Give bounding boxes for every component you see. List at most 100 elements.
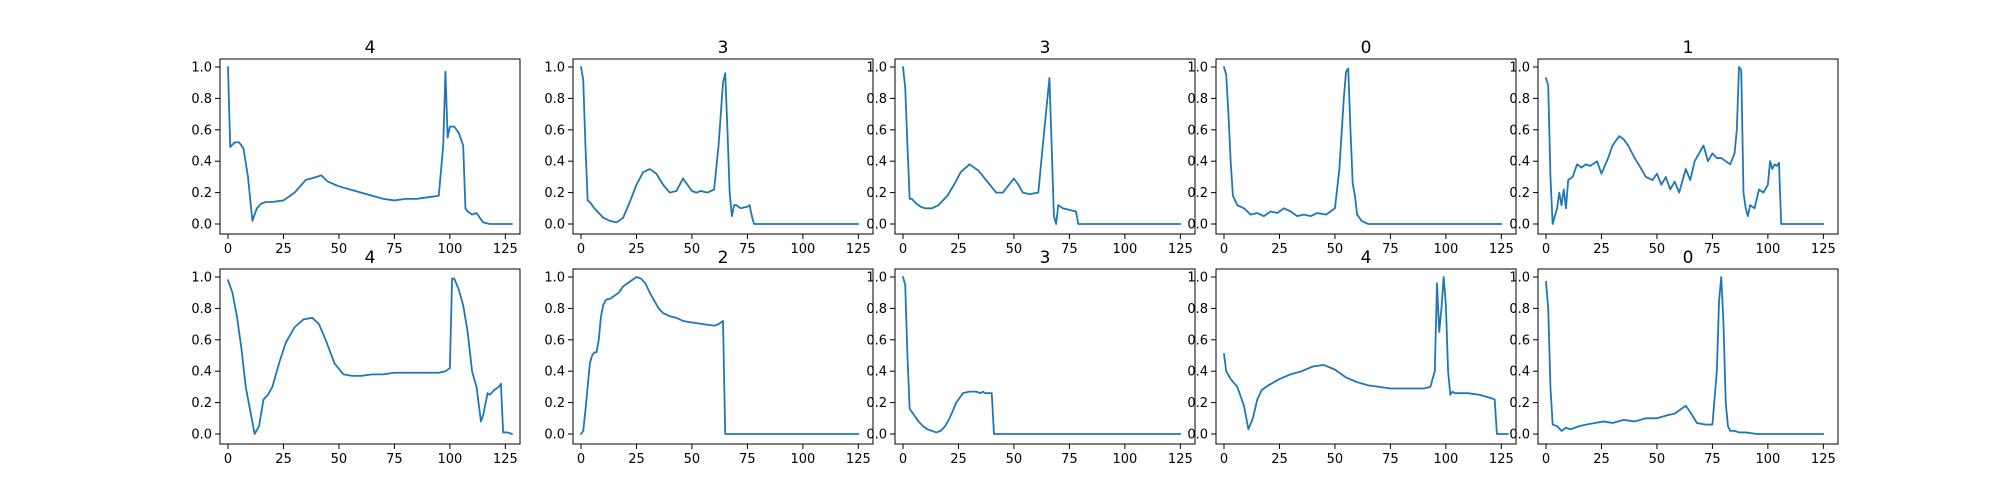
y-tick-label: 1.0 <box>544 271 565 286</box>
subplot-title: 1 <box>1683 38 1694 58</box>
x-tick-label: 25 <box>275 452 292 467</box>
subplot-9: 4 0.0 0.2 0.4 0.6 0.8 1.0 0 25 50 75 100 125 <box>1187 248 1517 467</box>
y-tick-label: 0.0 <box>544 428 565 443</box>
x-tick-label: 125 <box>1811 452 1836 467</box>
series-line <box>580 66 860 225</box>
y-tick-label: 1.0 <box>866 271 887 286</box>
x-tick-label: 0 <box>899 242 907 257</box>
series-line <box>902 66 1182 225</box>
subplot-3: 3 0.0 0.2 0.4 0.6 0.8 1.0 0 25 50 75 100 125 <box>866 38 1196 257</box>
y-tick-label: 0.6 <box>866 123 887 138</box>
y-tick-label: 0.4 <box>1187 365 1208 380</box>
x-tick-label: 75 <box>1382 242 1399 257</box>
x-tick-label: 0 <box>1220 242 1228 257</box>
x-tick-label: 25 <box>950 452 967 467</box>
y-tick-label: 1.0 <box>1187 61 1208 76</box>
x-tick-label: 75 <box>739 452 756 467</box>
axes-frame <box>1537 268 1839 445</box>
x-tick-label: 50 <box>1327 452 1344 467</box>
x-tick-label: 25 <box>1271 242 1288 257</box>
y-tick-label: 1.0 <box>1509 61 1530 76</box>
y-tick-label: 0.6 <box>1187 333 1208 348</box>
y-tick-label: 0.2 <box>544 186 565 201</box>
x-tick-label: 100 <box>1755 452 1780 467</box>
y-tick-label: 1.0 <box>191 61 212 76</box>
x-tick-label: 75 <box>1704 242 1721 257</box>
y-tick-label: 0.6 <box>1509 333 1530 348</box>
x-tick-label: 25 <box>1271 452 1288 467</box>
x-tick-label: 100 <box>437 452 462 467</box>
y-tick-label: 0.6 <box>544 123 565 138</box>
subplot-title: 3 <box>1040 38 1051 58</box>
subplot-title: 4 <box>1361 248 1372 268</box>
y-tick-label: 0.4 <box>1509 365 1530 380</box>
subplot-title: 4 <box>365 38 376 58</box>
y-tick-label: 0.8 <box>544 302 565 317</box>
x-tick-label: 50 <box>1649 452 1666 467</box>
y-tick-label: 0.6 <box>191 333 212 348</box>
x-tick-label: 50 <box>1327 242 1344 257</box>
x-tick-label: 100 <box>1112 452 1137 467</box>
axes-frame <box>219 268 521 445</box>
y-tick-label: 1.0 <box>544 61 565 76</box>
y-tick-label: 0.6 <box>1187 123 1208 138</box>
y-tick-label: 0.2 <box>191 186 212 201</box>
subplot-title: 0 <box>1683 248 1694 268</box>
subplot-title: 0 <box>1361 38 1372 58</box>
series-line <box>227 277 513 435</box>
x-tick-label: 75 <box>1061 242 1078 257</box>
x-tick-label: 100 <box>1112 242 1137 257</box>
x-tick-label: 0 <box>1220 452 1228 467</box>
axes-frame <box>1215 268 1517 445</box>
x-tick-label: 25 <box>628 452 645 467</box>
axes-frame <box>894 58 1196 235</box>
y-tick-label: 0.4 <box>1509 155 1530 170</box>
y-tick-label: 1.0 <box>1509 271 1530 286</box>
x-tick-label: 125 <box>1489 242 1514 257</box>
y-tick-label: 0.0 <box>544 218 565 233</box>
y-tick-label: 0.2 <box>866 396 887 411</box>
series-line <box>1223 276 1509 435</box>
y-tick-label: 0.6 <box>866 333 887 348</box>
subplot-title: 3 <box>1040 248 1051 268</box>
x-tick-label: 0 <box>224 242 232 257</box>
x-tick-label: 100 <box>1433 452 1458 467</box>
axes-frame <box>894 268 1196 445</box>
subplot-title: 4 <box>365 248 376 268</box>
axes-frame <box>572 268 874 445</box>
y-tick-label: 0.6 <box>544 333 565 348</box>
y-tick-label: 0.2 <box>866 186 887 201</box>
x-tick-label: 25 <box>1593 452 1610 467</box>
y-tick-label: 0.4 <box>866 155 887 170</box>
x-tick-label: 0 <box>1542 452 1550 467</box>
x-tick-label: 125 <box>1168 242 1193 257</box>
x-tick-label: 75 <box>386 242 403 257</box>
series-line <box>227 66 513 225</box>
y-tick-label: 0.4 <box>191 365 212 380</box>
x-tick-label: 50 <box>1006 452 1023 467</box>
y-tick-label: 1.0 <box>191 271 212 286</box>
x-tick-label: 125 <box>1489 452 1514 467</box>
y-tick-label: 0.0 <box>1187 428 1208 443</box>
series-line <box>1223 66 1503 225</box>
y-tick-label: 0.4 <box>866 365 887 380</box>
x-tick-label: 0 <box>1542 242 1550 257</box>
y-tick-label: 0.2 <box>1187 396 1208 411</box>
y-tick-label: 1.0 <box>1187 271 1208 286</box>
x-tick-label: 50 <box>1649 242 1666 257</box>
x-tick-label: 125 <box>493 452 518 467</box>
y-tick-label: 0.4 <box>191 155 212 170</box>
series-line <box>1545 66 1825 225</box>
axes-frame <box>1537 58 1839 235</box>
x-tick-label: 0 <box>577 452 585 467</box>
x-tick-label: 100 <box>437 242 462 257</box>
x-tick-label: 25 <box>275 242 292 257</box>
y-tick-label: 1.0 <box>866 61 887 76</box>
subplot-1: 4 0.0 0.2 0.4 0.6 0.8 1.0 0 25 50 75 100 125 <box>191 38 521 257</box>
y-tick-label: 0.0 <box>191 218 212 233</box>
y-tick-label: 0.6 <box>191 123 212 138</box>
y-tick-label: 0.2 <box>1509 396 1530 411</box>
y-tick-label: 0.8 <box>1187 92 1208 107</box>
subplot-6: 4 0.0 0.2 0.4 0.6 0.8 1.0 0 25 50 75 100 125 <box>191 248 521 467</box>
